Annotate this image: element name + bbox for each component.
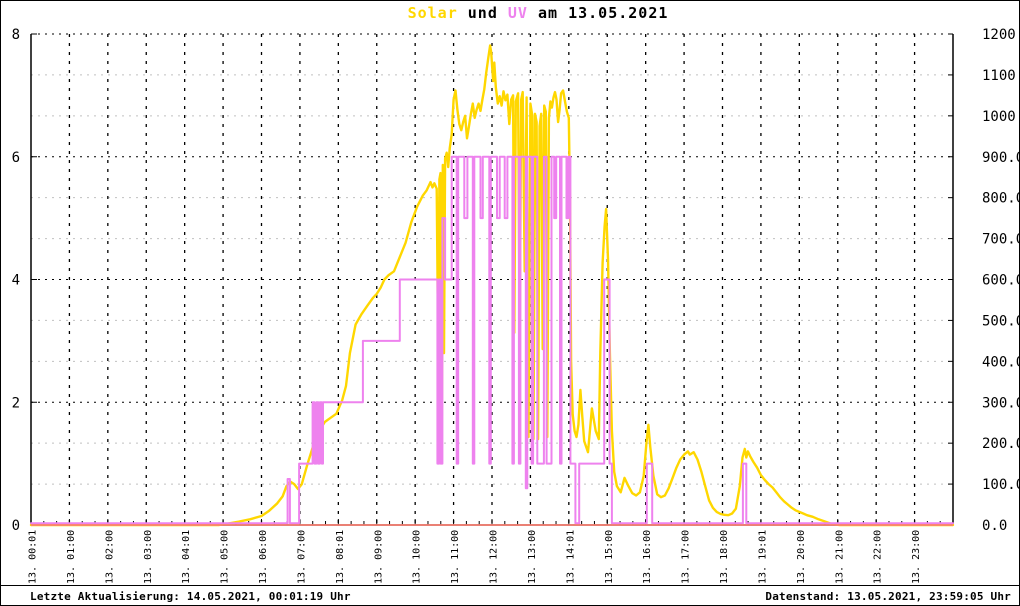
x-tick-label: 13. 20:00 [796,530,807,584]
x-tick-label: 13. 07:00 [296,530,307,584]
chart-canvas: 0 2 4 6 8 0.0 100.0 200.0 300.0 400.0 500.0 600.0 70… [12,27,1020,584]
x-tick-label: 13. 14:01 [565,530,576,584]
uv-series [30,155,954,525]
x-tick-label: 13. 06:00 [258,530,269,584]
x-tick-label: 13. 23:00 [911,530,922,584]
x-tick-label: 13. 12:00 [489,530,500,584]
y-right-tick-label: 1200 [982,27,1016,43]
y-right-tick-label: 1000 [982,109,1016,125]
x-tick-label: 13. 04:01 [181,530,192,584]
footer-bar: Letzte Aktualisierung: 14.05.2021, 00:01… [1,585,1019,605]
x-tick-label: 13. 10:00 [412,530,423,584]
y-left-tick-label: 4 [12,273,20,289]
x-tick-label: 13. 05:00 [220,530,231,584]
x-tick-label: 13. 17:00 [681,530,692,584]
y-left-tick-label: 0 [12,518,20,534]
y-right-tick-label: 200.0 [982,436,1020,452]
x-tick-label: 13. 02:00 [104,530,115,584]
y-right-tick-label: 0.0 [982,518,1007,534]
y-left-tick-label: 2 [12,395,20,411]
y-right-tick-label: 400.0 [982,354,1020,370]
x-tick-label: 13. 08:01 [335,530,346,584]
x-tick-label: 13. 19:01 [757,530,768,584]
chart-title: Solar und UV am 13.05.2021 [1,4,1019,22]
x-tick-label: 13. 21:00 [834,530,845,584]
x-tick-label: 13. 13:00 [527,530,538,584]
x-tick-label: 13. 00:01 [28,530,39,584]
x-tick-label: 13. 22:00 [873,530,884,584]
last-update-text: Letzte Aktualisierung: 14.05.2021, 00:01… [30,589,351,603]
title-solar-label: Solar [407,4,458,22]
title-uv-label: UV [507,4,528,22]
x-tick-label: 13. 16:00 [642,530,653,584]
y-right-tick-label: 700.0 [982,232,1020,248]
y-right-tick-label: 100.0 [982,477,1020,493]
x-tick-label: 13. 03:00 [143,530,154,584]
solar-series [29,44,955,527]
data-timestamp-text: Datenstand: 13.05.2021, 23:59:05 Uhr [765,589,1011,603]
x-tick-label: 13. 09:00 [373,530,384,584]
y-left-labels: 0 2 4 6 8 [12,27,20,534]
y-right-tick-label: 1100 [982,68,1016,84]
x-tick-labels: 13. 00:01 13. 01:00 13. 02:00 13. 03:00 13. … [28,530,923,584]
x-tick-label: 13. 01:00 [66,530,77,584]
x-grid [68,34,916,525]
y-right-tick-label: 600.0 [982,273,1020,289]
y-left-tick-label: 8 [12,27,20,43]
y-left-tick-label: 6 [12,150,20,166]
x-tick-label: 13. 11:00 [450,530,461,584]
title-conjunction: und [457,4,508,22]
y-right-tick-label: 900.0 [982,150,1020,166]
y-right-labels: 0.0 100.0 200.0 300.0 400.0 500.0 600.0 700.0 80… [982,27,1020,534]
x-tick-label: 13. 15:00 [604,530,615,584]
x-tick-label: 13. 18:00 [719,530,730,584]
y-right-tick-label: 500.0 [982,313,1020,329]
y-right-tick-label: 800.0 [982,191,1020,207]
title-date: am 13.05.2021 [527,4,669,22]
y-right-tick-label: 300.0 [982,395,1020,411]
